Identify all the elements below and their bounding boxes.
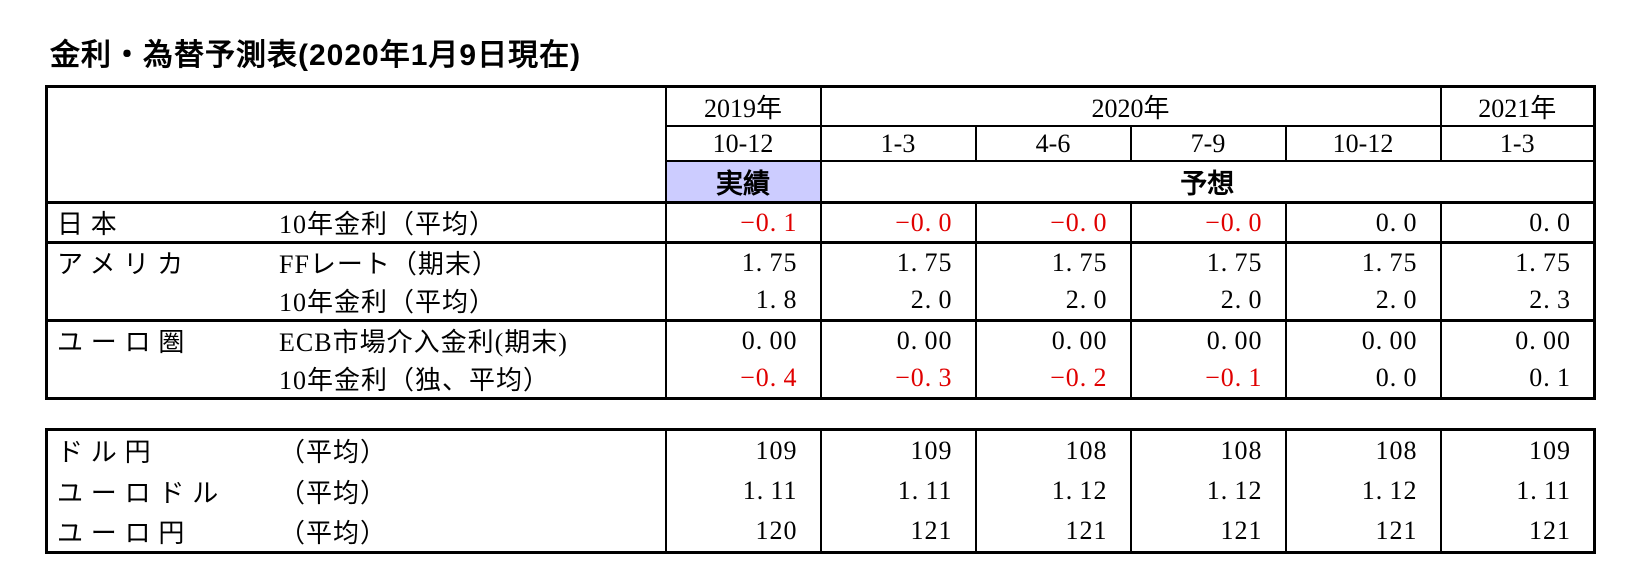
fx-value: 109 — [664, 429, 822, 471]
rate-value: 1. 75 — [819, 241, 977, 282]
rate-value: 2. 0 — [1284, 281, 1442, 321]
page-title: 金利・為替予測表(2020年1月9日現在) — [50, 39, 582, 72]
table-row-eurusd: ユーロドル （平均） 1. 11 1. 11 1. 12 1. 12 1. 12 … — [45, 470, 1596, 512]
quarter-header: 1-3 — [819, 125, 977, 161]
year-header-row: 2019年 2020年 2021年 — [45, 86, 1596, 203]
fx-value: 121 — [819, 511, 977, 553]
measure-label: 10年金利（独、平均） — [279, 365, 551, 395]
fx-value: 121 — [974, 511, 1132, 553]
rate-value: 0. 00 — [974, 319, 1132, 360]
fx-value: 121 — [1284, 511, 1442, 553]
rate-value: 1. 75 — [974, 241, 1132, 282]
fx-value: 121 — [1129, 511, 1287, 553]
pair-label: ユーロドル — [57, 478, 227, 508]
quarter-header: 7-9 — [1129, 125, 1287, 161]
fx-value: 1. 12 — [1284, 470, 1442, 512]
table-row-germany-10y: 10年金利（独、平均） −0. 4 −0. 3 −0. 2 −0. 1 0. 0… — [45, 359, 1596, 399]
rate-value: −0. 1 — [664, 201, 822, 243]
fx-value: 1. 12 — [1129, 470, 1287, 512]
rate-value: 0. 0 — [1284, 359, 1442, 399]
fx-value: 1. 11 — [819, 470, 977, 512]
table-row-us-ff: アメリカ FFレート（期末） 1. 75 1. 75 1. 75 1. 75 1.… — [45, 241, 1596, 282]
corner-cell — [45, 86, 667, 203]
quarter-header-row: 10-12 1-3 4-6 7-9 10-12 1-3 — [47, 125, 1596, 161]
rate-value: 2. 0 — [1129, 281, 1287, 321]
quarter-header: 4-6 — [974, 125, 1132, 161]
fx-value: 120 — [664, 511, 822, 553]
rate-value: 0. 0 — [1439, 201, 1596, 243]
table-row-eurjpy: ユーロ円 （平均） 120 121 121 121 121 121 — [45, 511, 1596, 553]
table-row-usdjpy: ドル円 （平均） 109 109 108 108 108 109 — [45, 429, 1596, 471]
rate-value: 2. 0 — [974, 281, 1132, 321]
region-label: アメリカ — [57, 250, 191, 280]
rate-value: 2. 0 — [819, 281, 977, 321]
region-label: ユーロ圏 — [57, 328, 193, 358]
rate-value: 1. 75 — [1284, 241, 1442, 282]
year-header-2020: 2020年 — [819, 86, 1442, 126]
rate-value: 0. 00 — [1439, 319, 1596, 360]
actual-forecast-row: 実績 予想 — [47, 160, 1596, 203]
rate-value: −0. 0 — [974, 201, 1132, 243]
actual-badge: 実績 — [664, 160, 822, 203]
rate-value: 1. 75 — [664, 241, 822, 282]
measure-label: （平均） — [279, 438, 388, 468]
rate-value: −0. 0 — [819, 201, 977, 243]
year-header-2021: 2021年 — [1439, 86, 1596, 126]
rate-value: −0. 1 — [1129, 359, 1287, 399]
quarter-header: 10-12 — [664, 125, 822, 161]
rates-forecast-table: 2019年 2020年 2021年 10-12 1-3 4-6 7-9 10-1… — [45, 85, 1597, 400]
table-row-japan-10y: 日本 10年金利（平均） −0. 1 −0. 0 −0. 0 −0. 0 0. 0… — [45, 201, 1596, 243]
rate-value: 1. 75 — [1439, 241, 1596, 282]
fx-value: 108 — [974, 429, 1132, 471]
fx-forecast-table: ドル円 （平均） 109 109 108 108 108 109 ユーロドル （平均… — [45, 428, 1596, 554]
measure-label: ECB市場介入金利(期末) — [279, 328, 568, 358]
fx-value: 121 — [1439, 511, 1596, 553]
quarter-header: 10-12 — [1284, 125, 1442, 161]
measure-label: （平均） — [279, 518, 388, 548]
measure-label: 10年金利（平均） — [279, 210, 497, 239]
rate-value: 0. 00 — [1284, 319, 1442, 360]
rate-value: 0. 00 — [819, 319, 977, 360]
forecast-badge: 予想 — [819, 160, 1596, 203]
fx-value: 108 — [1129, 429, 1287, 471]
fx-value: 1. 11 — [664, 470, 822, 512]
table-row-us-10y: 10年金利（平均） 1. 8 2. 0 2. 0 2. 0 2. 0 2. 3 — [45, 281, 1596, 321]
rate-value: 0. 0 — [1284, 201, 1442, 243]
rate-value: 1. 8 — [664, 281, 822, 321]
measure-label: （平均） — [279, 478, 388, 508]
pair-label: ユーロ円 — [57, 518, 193, 548]
fx-value: 109 — [819, 429, 977, 471]
table-row-euro-ecb: ユーロ圏 ECB市場介入金利(期末) 0. 00 0. 00 0. 00 0. 0… — [45, 319, 1596, 360]
fx-value: 109 — [1439, 429, 1596, 471]
rate-value: 2. 3 — [1439, 281, 1596, 321]
fx-value: 1. 11 — [1439, 470, 1596, 512]
measure-label: FFレート（期末） — [279, 250, 499, 280]
pair-label: ドル円 — [57, 438, 159, 468]
region-label: 日本 — [57, 210, 125, 239]
rate-value: 0. 1 — [1439, 359, 1596, 399]
measure-label: 10年金利（平均） — [279, 287, 497, 317]
quarter-header: 1-3 — [1439, 125, 1596, 161]
rate-value: −0. 4 — [664, 359, 822, 399]
fx-value: 1. 12 — [974, 470, 1132, 512]
rate-value: 0. 00 — [664, 319, 822, 360]
rate-value: −0. 0 — [1129, 201, 1287, 243]
rate-value: 0. 00 — [1129, 319, 1287, 360]
year-header-2019: 2019年 — [664, 86, 822, 126]
rate-value: 1. 75 — [1129, 241, 1287, 282]
rate-value: −0. 2 — [974, 359, 1132, 399]
rate-value: −0. 3 — [819, 359, 977, 399]
fx-value: 108 — [1284, 429, 1442, 471]
